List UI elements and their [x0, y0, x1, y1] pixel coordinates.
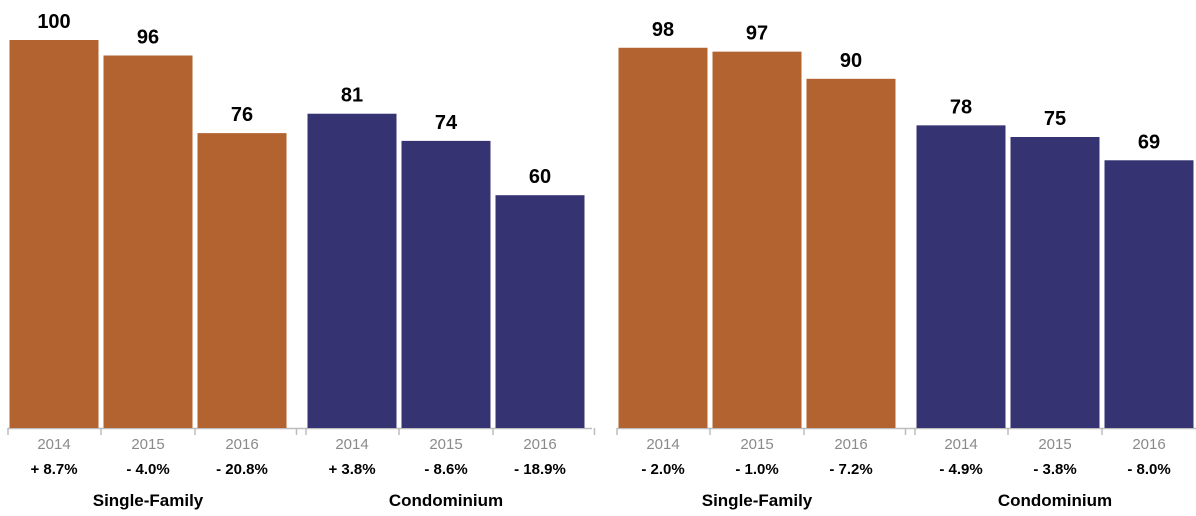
value-label: 75	[1044, 108, 1066, 130]
value-label: 97	[746, 23, 768, 45]
value-label: 60	[529, 166, 551, 188]
year-tick-label: 2016	[834, 436, 867, 453]
value-label: 69	[1138, 131, 1160, 153]
bar-condominium-2016	[495, 195, 585, 428]
value-label: 90	[840, 50, 862, 72]
year-tick-label: 2016	[225, 436, 258, 453]
change-label: - 8.6%	[424, 461, 467, 478]
bar-condominium-2014	[916, 125, 1006, 429]
group-label: Condominium	[998, 491, 1112, 510]
value-label: 81	[341, 85, 363, 107]
year-tick-label: 2015	[1038, 436, 1071, 453]
bar-single-family-2014	[618, 47, 708, 428]
year-tick-label: 2016	[1132, 436, 1165, 453]
change-label: - 4.0%	[126, 461, 169, 478]
change-label: - 7.2%	[829, 461, 872, 478]
group-label: Single-Family	[93, 491, 204, 510]
change-label: + 3.8%	[328, 461, 375, 478]
change-label: - 20.8%	[216, 461, 268, 478]
year-tick-label: 2014	[37, 436, 70, 453]
value-label: 76	[231, 104, 253, 126]
bar-condominium-2016	[1104, 160, 1194, 428]
change-label: + 8.7%	[30, 461, 77, 478]
change-label: - 8.0%	[1127, 461, 1170, 478]
bar-single-family-2015	[712, 51, 802, 428]
change-label: - 4.9%	[939, 461, 982, 478]
chart-panel-1: 100 2014 + 8.7% 96 2015 - 4.0% 76 2016 - 20.8% Si…	[7, 11, 596, 510]
group-label: Condominium	[389, 491, 503, 510]
year-tick-label: 2015	[131, 436, 164, 453]
year-tick-label: 2015	[429, 436, 462, 453]
bar-single-family-2016	[197, 133, 287, 428]
year-tick-label: 2014	[646, 436, 679, 453]
year-tick-label: 2015	[740, 436, 773, 453]
bar-single-family-2015	[103, 55, 193, 429]
bar-condominium-2015	[401, 140, 491, 428]
value-label: 78	[950, 96, 972, 118]
group-label: Single-Family	[702, 491, 813, 510]
year-tick-label: 2014	[335, 436, 368, 453]
bar-single-family-2016	[806, 78, 896, 429]
value-label: 100	[37, 11, 70, 33]
year-tick-label: 2016	[523, 436, 556, 453]
year-tick-label: 2014	[944, 436, 977, 453]
change-label: - 2.0%	[641, 461, 684, 478]
chart-panel-2: 98 2014 - 2.0% 97 2015 - 1.0% 90 2016 - 7.2% Sing…	[616, 19, 1196, 510]
value-label: 96	[137, 27, 159, 49]
change-label: - 3.8%	[1033, 461, 1076, 478]
value-label: 98	[652, 19, 674, 41]
bar-condominium-2015	[1010, 137, 1100, 428]
bar-single-family-2014	[9, 40, 99, 428]
change-label: - 1.0%	[735, 461, 778, 478]
bar-condominium-2014	[307, 113, 397, 428]
value-label: 74	[435, 112, 458, 134]
change-label: - 18.9%	[514, 461, 566, 478]
